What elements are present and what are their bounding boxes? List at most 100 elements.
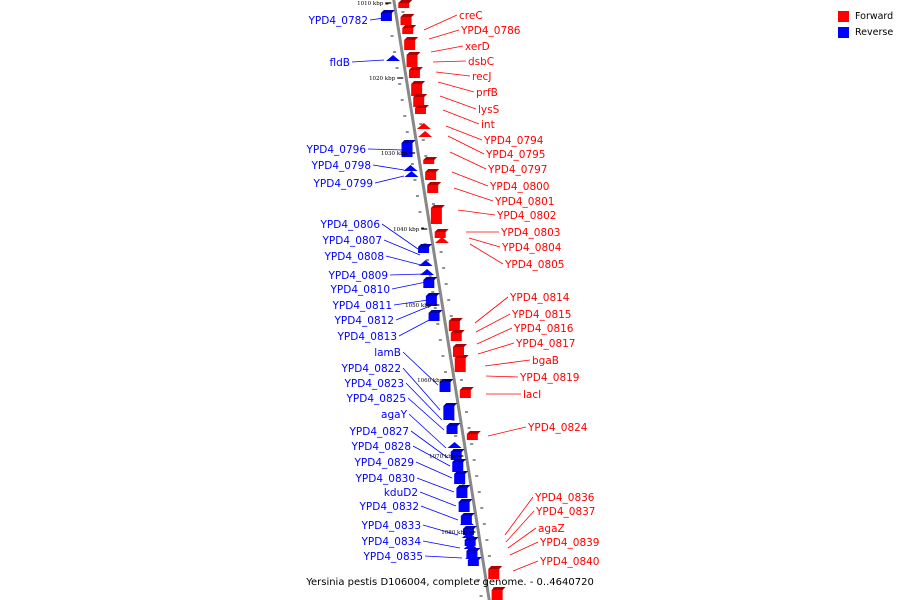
- forward-gene-block: [423, 157, 438, 164]
- reverse-gene-block: [401, 140, 416, 157]
- reverse-leader-line: [410, 430, 449, 459]
- reverse-gene-block: [458, 499, 473, 512]
- forward-leader-line: [475, 313, 511, 333]
- gene-body: [400, 17, 412, 25]
- reverse-leader-line: [416, 477, 455, 493]
- gene-body: [491, 590, 503, 600]
- reverse-gene-label: kduD2: [384, 487, 418, 499]
- gene-top: [491, 587, 506, 590]
- genome-backbone: [392, 0, 491, 600]
- forward-gene-block: [413, 94, 428, 107]
- reverse-leader-line: [415, 461, 453, 479]
- forward-leader-line: [476, 327, 513, 345]
- reverse-gene-label: YPD4_0806: [320, 219, 381, 231]
- forward-gene-label: recJ: [472, 71, 491, 83]
- legend-forward: Forward: [838, 8, 893, 24]
- forward-gene-label: YPD4_0815: [511, 309, 571, 321]
- reverse-gene-arrow: [404, 171, 419, 177]
- gene-body: [450, 333, 462, 341]
- reverse-gene-block: [418, 244, 433, 253]
- forward-gene-block: [425, 169, 440, 180]
- reverse-leader-line: [389, 273, 425, 276]
- reverse-gene-label: YPD4_0807: [322, 235, 382, 247]
- forward-gene-block: [402, 25, 417, 34]
- reverse-gene-block: [462, 526, 477, 535]
- forward-gene-label: YPD4_0801: [494, 196, 554, 208]
- sequence-caption: Yersinia pestis D106004, complete genome…: [306, 577, 594, 588]
- gene-top: [428, 310, 443, 313]
- gene-top: [456, 485, 471, 488]
- reverse-gene-label: lamB: [374, 347, 401, 359]
- gene-top: [452, 344, 467, 347]
- reverse-gene-label: YPD4_0834: [361, 536, 422, 548]
- forward-leader-line: [423, 14, 458, 31]
- forward-gene-label: YPD4_0800: [489, 181, 549, 193]
- gene-body: [413, 97, 425, 107]
- gene-top: [488, 566, 503, 569]
- forward-gene-block: [466, 431, 481, 440]
- forward-gene-label: YPD4_0817: [515, 338, 575, 350]
- forward-leader-line: [435, 71, 471, 77]
- forward-leader-line: [505, 510, 535, 543]
- gene-body: [430, 208, 442, 224]
- forward-leader-line: [468, 237, 501, 248]
- forward-gene-label: YPD4_0794: [483, 135, 544, 147]
- reverse-gene-label: YPD4_0825: [346, 393, 406, 405]
- forward-gene-label: YPD4_0840: [539, 556, 599, 568]
- gene-body: [428, 313, 440, 321]
- label-leader-lines: [351, 14, 539, 572]
- gene-body: [488, 569, 500, 579]
- reverse-gene-block: [425, 293, 440, 306]
- reverse-gene-block: [423, 277, 438, 288]
- forward-gene-label: YPD4_0797: [487, 164, 547, 176]
- reverse-gene-arrow: [465, 553, 480, 559]
- gene-top: [462, 526, 477, 529]
- forward-gene-label: lacI: [523, 389, 541, 401]
- reverse-gene-arrow: [418, 260, 433, 266]
- reverse-leader-line: [385, 255, 422, 266]
- legend-forward-label: Forward: [855, 10, 894, 22]
- reverse-leader-line: [402, 367, 441, 411]
- kbp-label: 1040 kbp: [393, 227, 420, 233]
- forward-leader-line: [439, 95, 477, 110]
- gene-labels: creC YPD4_0786 xerD dsbC recJ prfB lysS int YPD4…: [306, 10, 600, 568]
- forward-gene-label: agaZ: [538, 523, 565, 535]
- forward-gene-block: [452, 344, 467, 357]
- gene-top: [414, 105, 429, 108]
- forward-gene-block: [491, 587, 506, 600]
- gene-body: [423, 160, 435, 164]
- gene-top: [425, 169, 440, 172]
- forward-gene-block: [400, 14, 415, 25]
- gene-top: [458, 499, 473, 502]
- reverse-gene-arrow: [459, 519, 474, 525]
- gene-body: [408, 70, 420, 78]
- reverse-gene-label: YPD4_0828: [351, 441, 411, 453]
- forward-gene-arrow: [418, 131, 433, 137]
- gene-top: [418, 244, 433, 247]
- gene-top: [427, 182, 442, 185]
- reverse-gene-label: fldB: [330, 57, 350, 69]
- forward-gene-label: YPD4_0802: [496, 210, 556, 222]
- reverse-gene-block: [428, 310, 443, 321]
- reverse-gene-block: [454, 471, 469, 484]
- forward-gene-block: [434, 229, 449, 238]
- reverse-gene-block: [456, 485, 471, 498]
- gene-top: [443, 403, 458, 406]
- forward-leader-line: [442, 109, 480, 125]
- kbp-label: 1070 kbp: [429, 454, 456, 460]
- reverse-leader-line: [422, 524, 459, 536]
- gene-body: [418, 247, 430, 253]
- reverse-leader-line: [422, 540, 461, 549]
- reverse-leader-line: [393, 299, 429, 306]
- gene-top: [454, 471, 469, 474]
- gene-top: [466, 431, 481, 434]
- forward-gene-label: bgaB: [532, 355, 559, 367]
- legend-reverse-label: Reverse: [855, 26, 894, 38]
- forward-gene-block: [454, 355, 469, 372]
- gene-body: [439, 382, 451, 392]
- reverse-gene-block: [380, 10, 395, 21]
- reverse-leader-line: [402, 351, 439, 386]
- reverse-gene-label: YPD4_0829: [354, 457, 414, 469]
- reverse-gene-label: YPD4_0809: [328, 270, 388, 282]
- gene-body: [425, 172, 437, 180]
